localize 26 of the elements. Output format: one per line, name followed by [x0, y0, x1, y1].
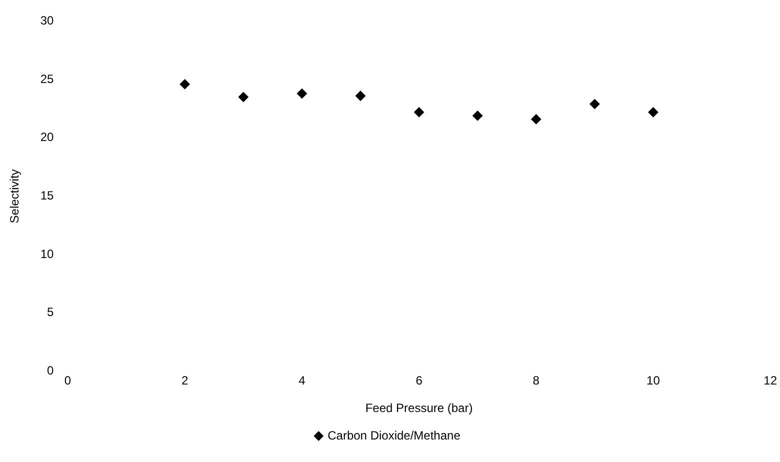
x-tick-label: 4 — [298, 374, 306, 388]
point — [355, 90, 366, 101]
point — [296, 88, 307, 99]
y-tick-label: 20 — [40, 130, 54, 144]
point — [472, 110, 483, 121]
x-tick-label: 2 — [182, 374, 188, 388]
x-tick-label: 10 — [646, 374, 660, 388]
y-tick-label: 25 — [40, 72, 54, 86]
y-tick-label: 0 — [47, 364, 54, 378]
y-tick-label: 10 — [40, 246, 54, 261]
y-tick-label: 5 — [47, 305, 54, 320]
point — [238, 92, 248, 102]
point — [180, 79, 190, 90]
point — [590, 99, 600, 110]
x-tick-label: 12 — [764, 374, 778, 388]
x-tick-label: 6 — [416, 374, 423, 388]
y-tick-label: 15 — [40, 188, 54, 203]
y-axis-title: Selectivity — [8, 169, 22, 224]
point — [414, 107, 424, 118]
legend-label: Carbon Dioxide/Methane — [328, 428, 461, 442]
y-tick-label: 30 — [40, 14, 54, 28]
x-tick-label: 0 — [64, 374, 72, 388]
x-tick-label: 8 — [532, 374, 540, 388]
x-axis-title: Feed Pressure (bar) — [365, 401, 473, 416]
point — [531, 114, 542, 124]
point — [648, 107, 658, 118]
